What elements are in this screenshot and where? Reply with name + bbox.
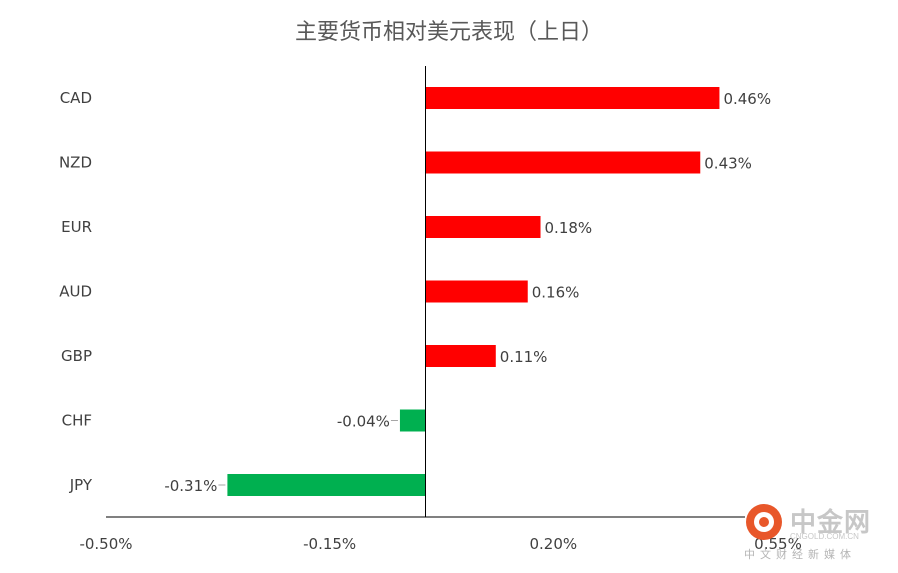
category-label-cad: CAD	[60, 89, 92, 107]
bar-chf	[399, 409, 426, 432]
category-label-eur: EUR	[61, 218, 92, 236]
watermark-subtitle: 中文财经新媒体	[744, 548, 856, 561]
data-label-chf: -0.04%	[337, 413, 390, 431]
chart-title: 主要货币相对美元表现（上日）	[294, 20, 603, 45]
axes	[106, 66, 745, 518]
data-label-cad: 0.46%	[723, 90, 771, 108]
bar-cad	[425, 87, 720, 109]
data-label-nzd: 0.43%	[704, 155, 752, 173]
data-label-gbp: 0.11%	[500, 348, 548, 366]
bar-gbp	[425, 345, 496, 367]
bar-aud	[425, 280, 528, 303]
bar-nzd	[425, 151, 701, 174]
category-label-jpy: JPY	[69, 476, 93, 494]
watermark-domain: CNGOLD.COM.CN	[790, 532, 859, 541]
bars	[227, 87, 720, 496]
category-label-aud: AUD	[59, 283, 92, 301]
watermark-brand: 中金网	[790, 508, 872, 538]
data-labels: 0.46% 0.43% 0.18% 0.16% 0.11% -0.04% -0.31%	[164, 90, 771, 495]
bar-jpy	[227, 474, 426, 496]
x-tick-label: 0.20%	[529, 535, 577, 553]
category-labels: CAD NZD EUR AUD GBP CHF JPY	[59, 89, 93, 494]
category-label-nzd: NZD	[59, 154, 92, 172]
watermark: 中金网 CNGOLD.COM.CN 中文财经新媒体	[742, 498, 892, 568]
category-label-chf: CHF	[62, 412, 92, 430]
x-tick-label: -0.15%	[303, 535, 356, 553]
cngold-logo-icon	[746, 504, 782, 540]
tick-labels: -0.50% -0.15% 0.20% 0.55%	[79, 535, 801, 553]
x-tick-label: -0.50%	[79, 535, 132, 553]
data-label-aud: 0.16%	[532, 284, 580, 302]
data-label-jpy: -0.31%	[164, 477, 217, 495]
category-label-gbp: GBP	[61, 347, 92, 365]
bar-eur	[425, 216, 541, 238]
data-label-eur: 0.18%	[545, 219, 593, 237]
